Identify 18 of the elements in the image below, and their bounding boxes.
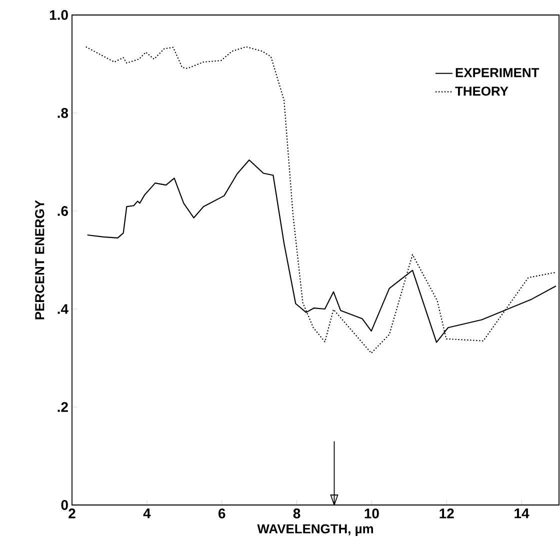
legend-label: EXPERIMENT xyxy=(456,68,540,78)
y-tick-label: 1.0 xyxy=(50,10,68,20)
line-series xyxy=(85,46,557,354)
x-tick-label: 14 xyxy=(514,508,530,518)
legend-label: THEORY xyxy=(455,86,508,96)
x-tick-label: 4 xyxy=(143,508,151,518)
y-tick-label: .4 xyxy=(58,304,68,314)
y-axis-title: PERCENT ENERGY xyxy=(35,200,44,320)
x-tick-label: 6 xyxy=(218,508,226,518)
y-tick-label: .8 xyxy=(58,108,68,118)
x-tick-label: 12 xyxy=(440,508,454,518)
x-tick-label: 8 xyxy=(293,508,300,518)
x-tick-label: 10 xyxy=(364,508,379,518)
y-tick-label: 0 xyxy=(61,500,68,510)
x-axis-title: WAVELENGTH, µm xyxy=(257,524,373,536)
y-tick-label: .2 xyxy=(58,402,68,412)
x-tick-label: 2 xyxy=(68,508,76,518)
y-tick-label: .6 xyxy=(58,206,68,216)
